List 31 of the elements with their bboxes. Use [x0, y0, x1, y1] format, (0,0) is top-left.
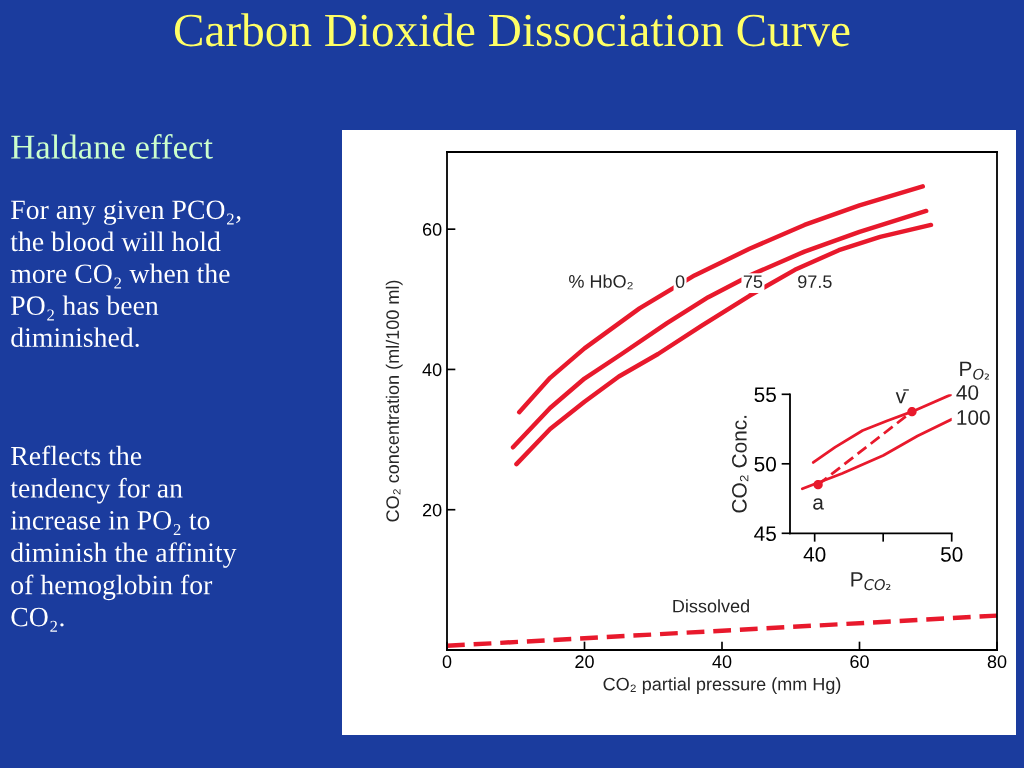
x-tick-label: 20: [575, 655, 594, 669]
y-axis-title: CO₂ Conc.: [731, 415, 749, 513]
x-tick-label: 0: [442, 655, 452, 669]
x-tick-label: 60: [850, 655, 869, 669]
text: For any given PCO₂, the blood will hold more CO₂ when the PO₂ has been diminished.: [10, 200, 241, 348]
chart-title: Carbon Dioxide Dissociation Curve: [174, 13, 850, 47]
series-label: 40: [956, 385, 979, 400]
y-tick-label: 55: [754, 387, 776, 403]
annotation: 75: [743, 275, 763, 289]
annotation: a: [813, 498, 824, 510]
x-axis-title: P$_{CO₂}$: [851, 572, 891, 591]
annotation: % HbO₂: [569, 274, 633, 290]
text: Haldane effect: [11, 134, 213, 159]
y-tick-label: 45: [754, 526, 776, 542]
text: Reflects the tendency for an increase in PO₂ to diminish the affinity of hemoglobin for CO₂.: [10, 445, 237, 632]
annotation: 97.5: [798, 275, 832, 289]
legend-title: P$_{O₂}$: [960, 361, 990, 380]
x-axis-title: CO₂ partial pressure (mm Hg): [603, 677, 841, 695]
y-tick-label: 40: [422, 363, 442, 377]
y-tick-label: 20: [422, 503, 442, 517]
line-series: [800, 417, 952, 491]
annotation: v̄: [895, 389, 909, 404]
x-tick-label: 40: [712, 655, 732, 669]
y-tick-label: 60: [422, 223, 442, 236]
annotation: 0: [675, 275, 685, 289]
annotation: Dissolved: [673, 599, 749, 613]
line-series: [516, 184, 925, 415]
series-label: 100: [957, 410, 990, 425]
y-tick-label: 50: [754, 456, 776, 472]
y-axis-title: CO₂ concentration (ml/100 ml): [385, 280, 403, 522]
x-tick-label: 80: [987, 655, 1007, 669]
